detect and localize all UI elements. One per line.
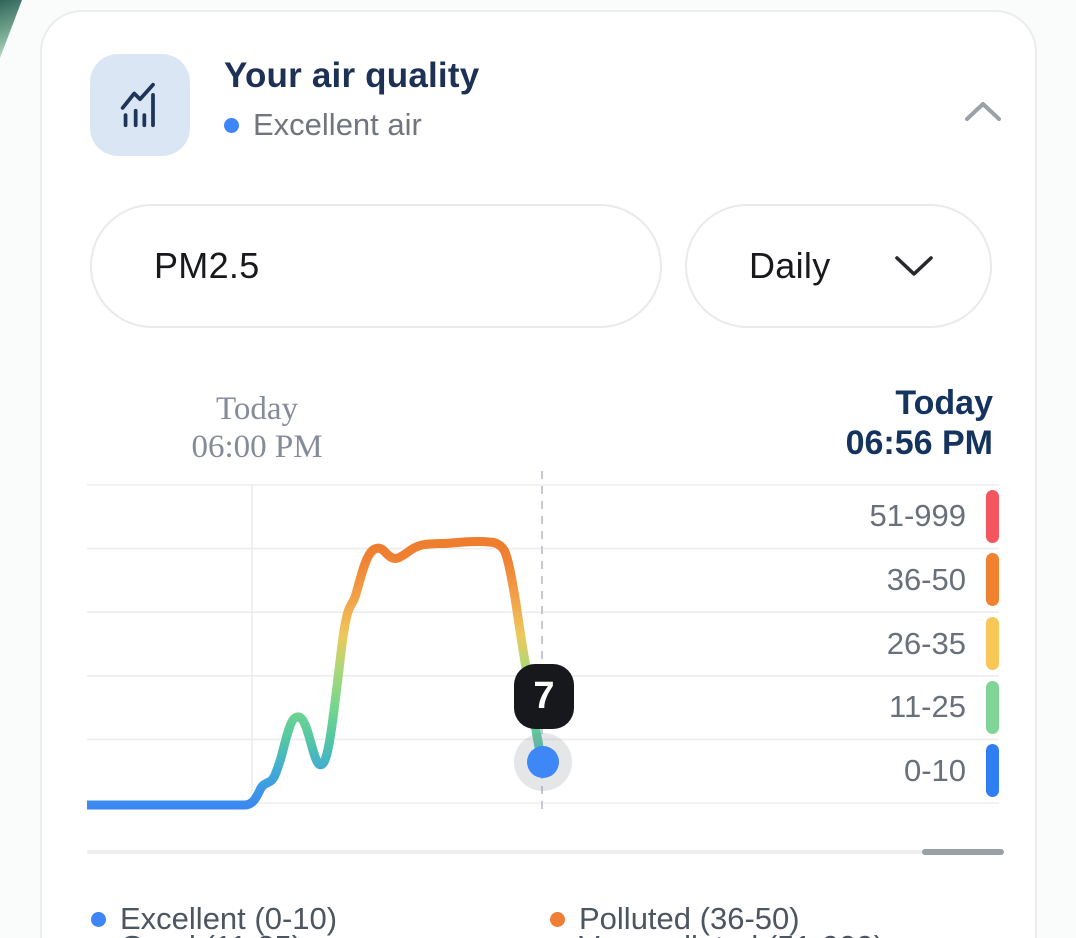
air-quality-icon-tile (90, 54, 190, 156)
current-point-marker[interactable] (527, 746, 559, 778)
legend-label-very-polluted: Very polluted (51-999) (579, 929, 884, 938)
legend-item-very-polluted: Very polluted (51-999) (550, 929, 884, 938)
band-bar-excellent (986, 744, 999, 797)
legend-dot-polluted (550, 911, 565, 927)
legend-item-good: Good (11-25) (91, 929, 302, 938)
band-label-36-50: 36-50 (886, 562, 966, 597)
status-dot (224, 117, 239, 133)
legend-dot-excellent (91, 911, 106, 927)
pm25-line-series (87, 537, 548, 810)
band-label-51-999: 51-999 (869, 498, 966, 533)
chart-start-time: Today 06:00 PM (191, 391, 323, 465)
band-label-11-25: 11-25 (889, 689, 966, 724)
status-row: Excellent air (224, 107, 422, 143)
legend-label-polluted: Polluted (36-50) (579, 901, 800, 936)
band-bar-polluted (986, 553, 999, 606)
collapse-card-button[interactable] (961, 95, 1005, 127)
card-title: Your air quality (224, 56, 480, 95)
band-label-26-35: 26-35 (886, 626, 966, 661)
chart-scrollbar-track[interactable] (87, 850, 1004, 854)
pollutant-selector[interactable]: PM2.5 (90, 204, 662, 328)
status-label: Excellent air (253, 107, 422, 142)
legend-item-polluted: Polluted (36-50) (550, 901, 800, 937)
chart-end-time: Today 06:56 PM (845, 384, 993, 462)
chart-scrollbar-thumb[interactable] (922, 849, 1004, 855)
band-bar-fair (986, 617, 999, 670)
legend-label-excellent: Excellent (0-10) (120, 901, 338, 936)
chevron-up-icon (965, 102, 1001, 121)
background-accent-corner (0, 0, 22, 58)
air-quality-line-chart[interactable] (87, 467, 1002, 822)
pollutant-value: PM2.5 (154, 245, 260, 286)
band-bar-very-polluted (986, 490, 999, 543)
period-value: Daily (749, 245, 831, 286)
value-tooltip: 7 (514, 664, 574, 729)
period-selector[interactable]: Daily (685, 204, 992, 328)
legend-item-excellent: Excellent (0-10) (91, 901, 337, 937)
band-bar-good (986, 681, 999, 734)
band-label-0-10: 0-10 (903, 753, 966, 788)
legend-label-good: Good (11-25) (120, 929, 302, 938)
bar-chart-trend-icon (120, 82, 155, 128)
air-quality-card: Your air quality Excellent air PM2.5 Dai… (40, 10, 1037, 938)
chevron-down-icon (895, 256, 933, 276)
